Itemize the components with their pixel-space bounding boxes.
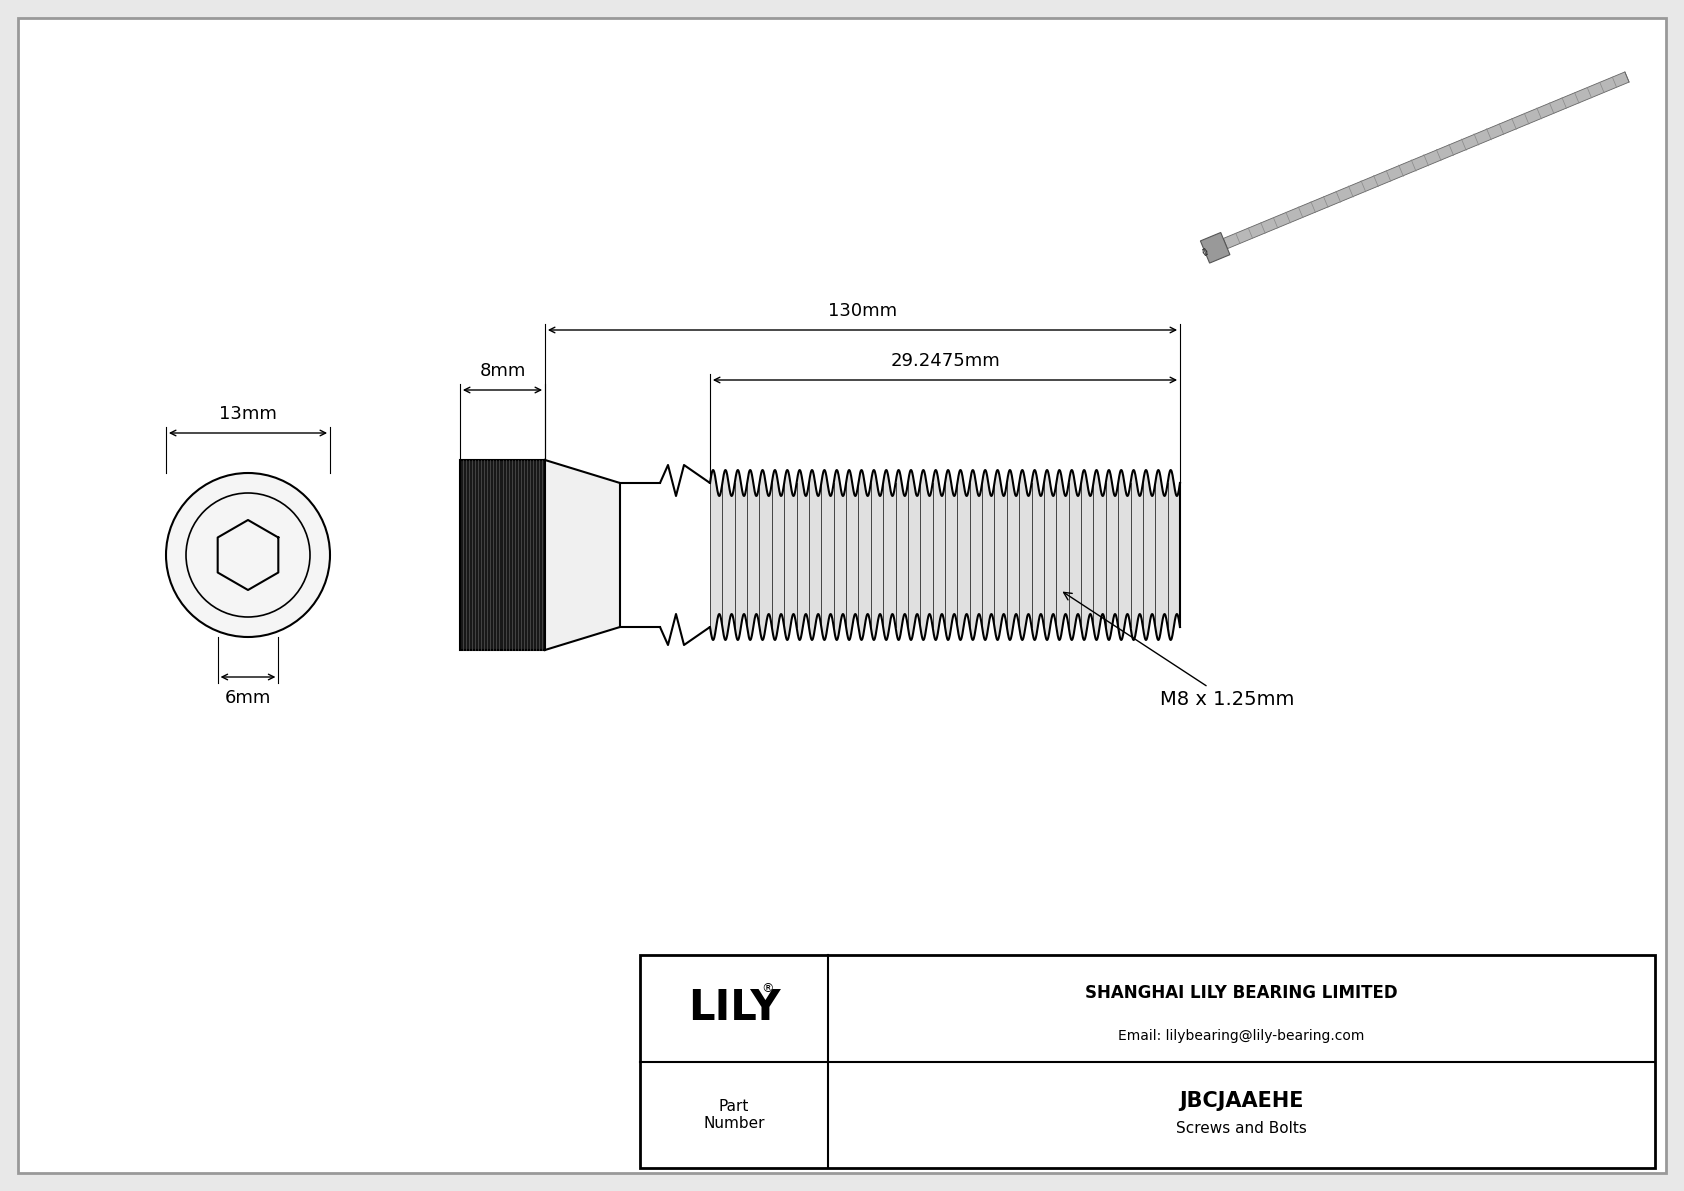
Bar [640, 955, 1655, 1168]
Text: Part
Number: Part Number [704, 1098, 765, 1131]
Text: Screws and Bolts: Screws and Bolts [1175, 1121, 1307, 1136]
Bar [460, 460, 546, 650]
Text: 6mm: 6mm [224, 690, 271, 707]
Text: M8 x 1.25mm: M8 x 1.25mm [1064, 592, 1295, 709]
Polygon shape [546, 460, 620, 650]
Text: 8mm: 8mm [480, 362, 525, 380]
Text: 130mm: 130mm [829, 303, 898, 320]
Text: 13mm: 13mm [219, 405, 276, 423]
Text: SHANGHAI LILY BEARING LIMITED: SHANGHAI LILY BEARING LIMITED [1084, 984, 1398, 1003]
Text: ®: ® [761, 981, 775, 994]
Polygon shape [1223, 71, 1628, 249]
Text: Email: lilybearing@lily-bearing.com: Email: lilybearing@lily-bearing.com [1118, 1029, 1364, 1043]
Text: 29.2475mm: 29.2475mm [891, 353, 1000, 370]
Circle shape [167, 473, 330, 637]
Text: LILY: LILY [687, 987, 780, 1029]
Polygon shape [1201, 232, 1229, 263]
Text: JBCJAAEHE: JBCJAAEHE [1179, 1091, 1303, 1111]
